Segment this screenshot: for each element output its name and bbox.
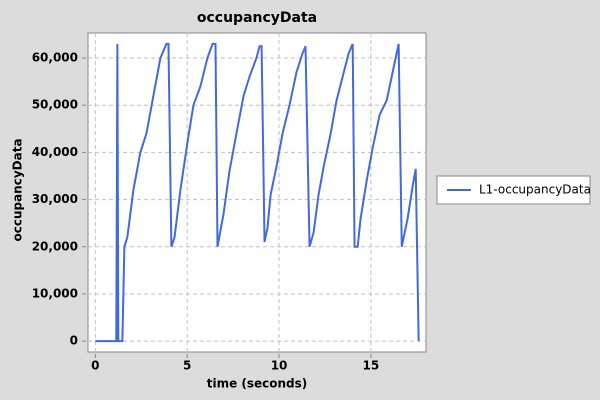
x-tick-label: 5 [183, 359, 191, 373]
x-tick-label: 0 [91, 359, 99, 373]
x-tick-label: 15 [363, 359, 380, 373]
y-tick-label: 0 [70, 334, 78, 348]
y-tick-label: 60,000 [32, 51, 78, 65]
data-line [95, 42, 420, 343]
chart-title: occupancyData [197, 10, 317, 26]
legend: L1-occupancyData [436, 175, 591, 205]
y-axis-label: occupancyData [11, 138, 25, 241]
x-tick-label: 10 [271, 359, 288, 373]
y-tick-label: 20,000 [32, 239, 78, 253]
y-tick-label: 40,000 [32, 145, 78, 159]
y-tick-label: 10,000 [32, 286, 78, 300]
plot-area [87, 32, 427, 353]
y-tick-label: 50,000 [32, 98, 78, 112]
legend-label: L1-occupancyData [479, 183, 591, 197]
y-tick-label: 30,000 [32, 192, 78, 206]
x-axis-label: time (seconds) [207, 377, 308, 391]
